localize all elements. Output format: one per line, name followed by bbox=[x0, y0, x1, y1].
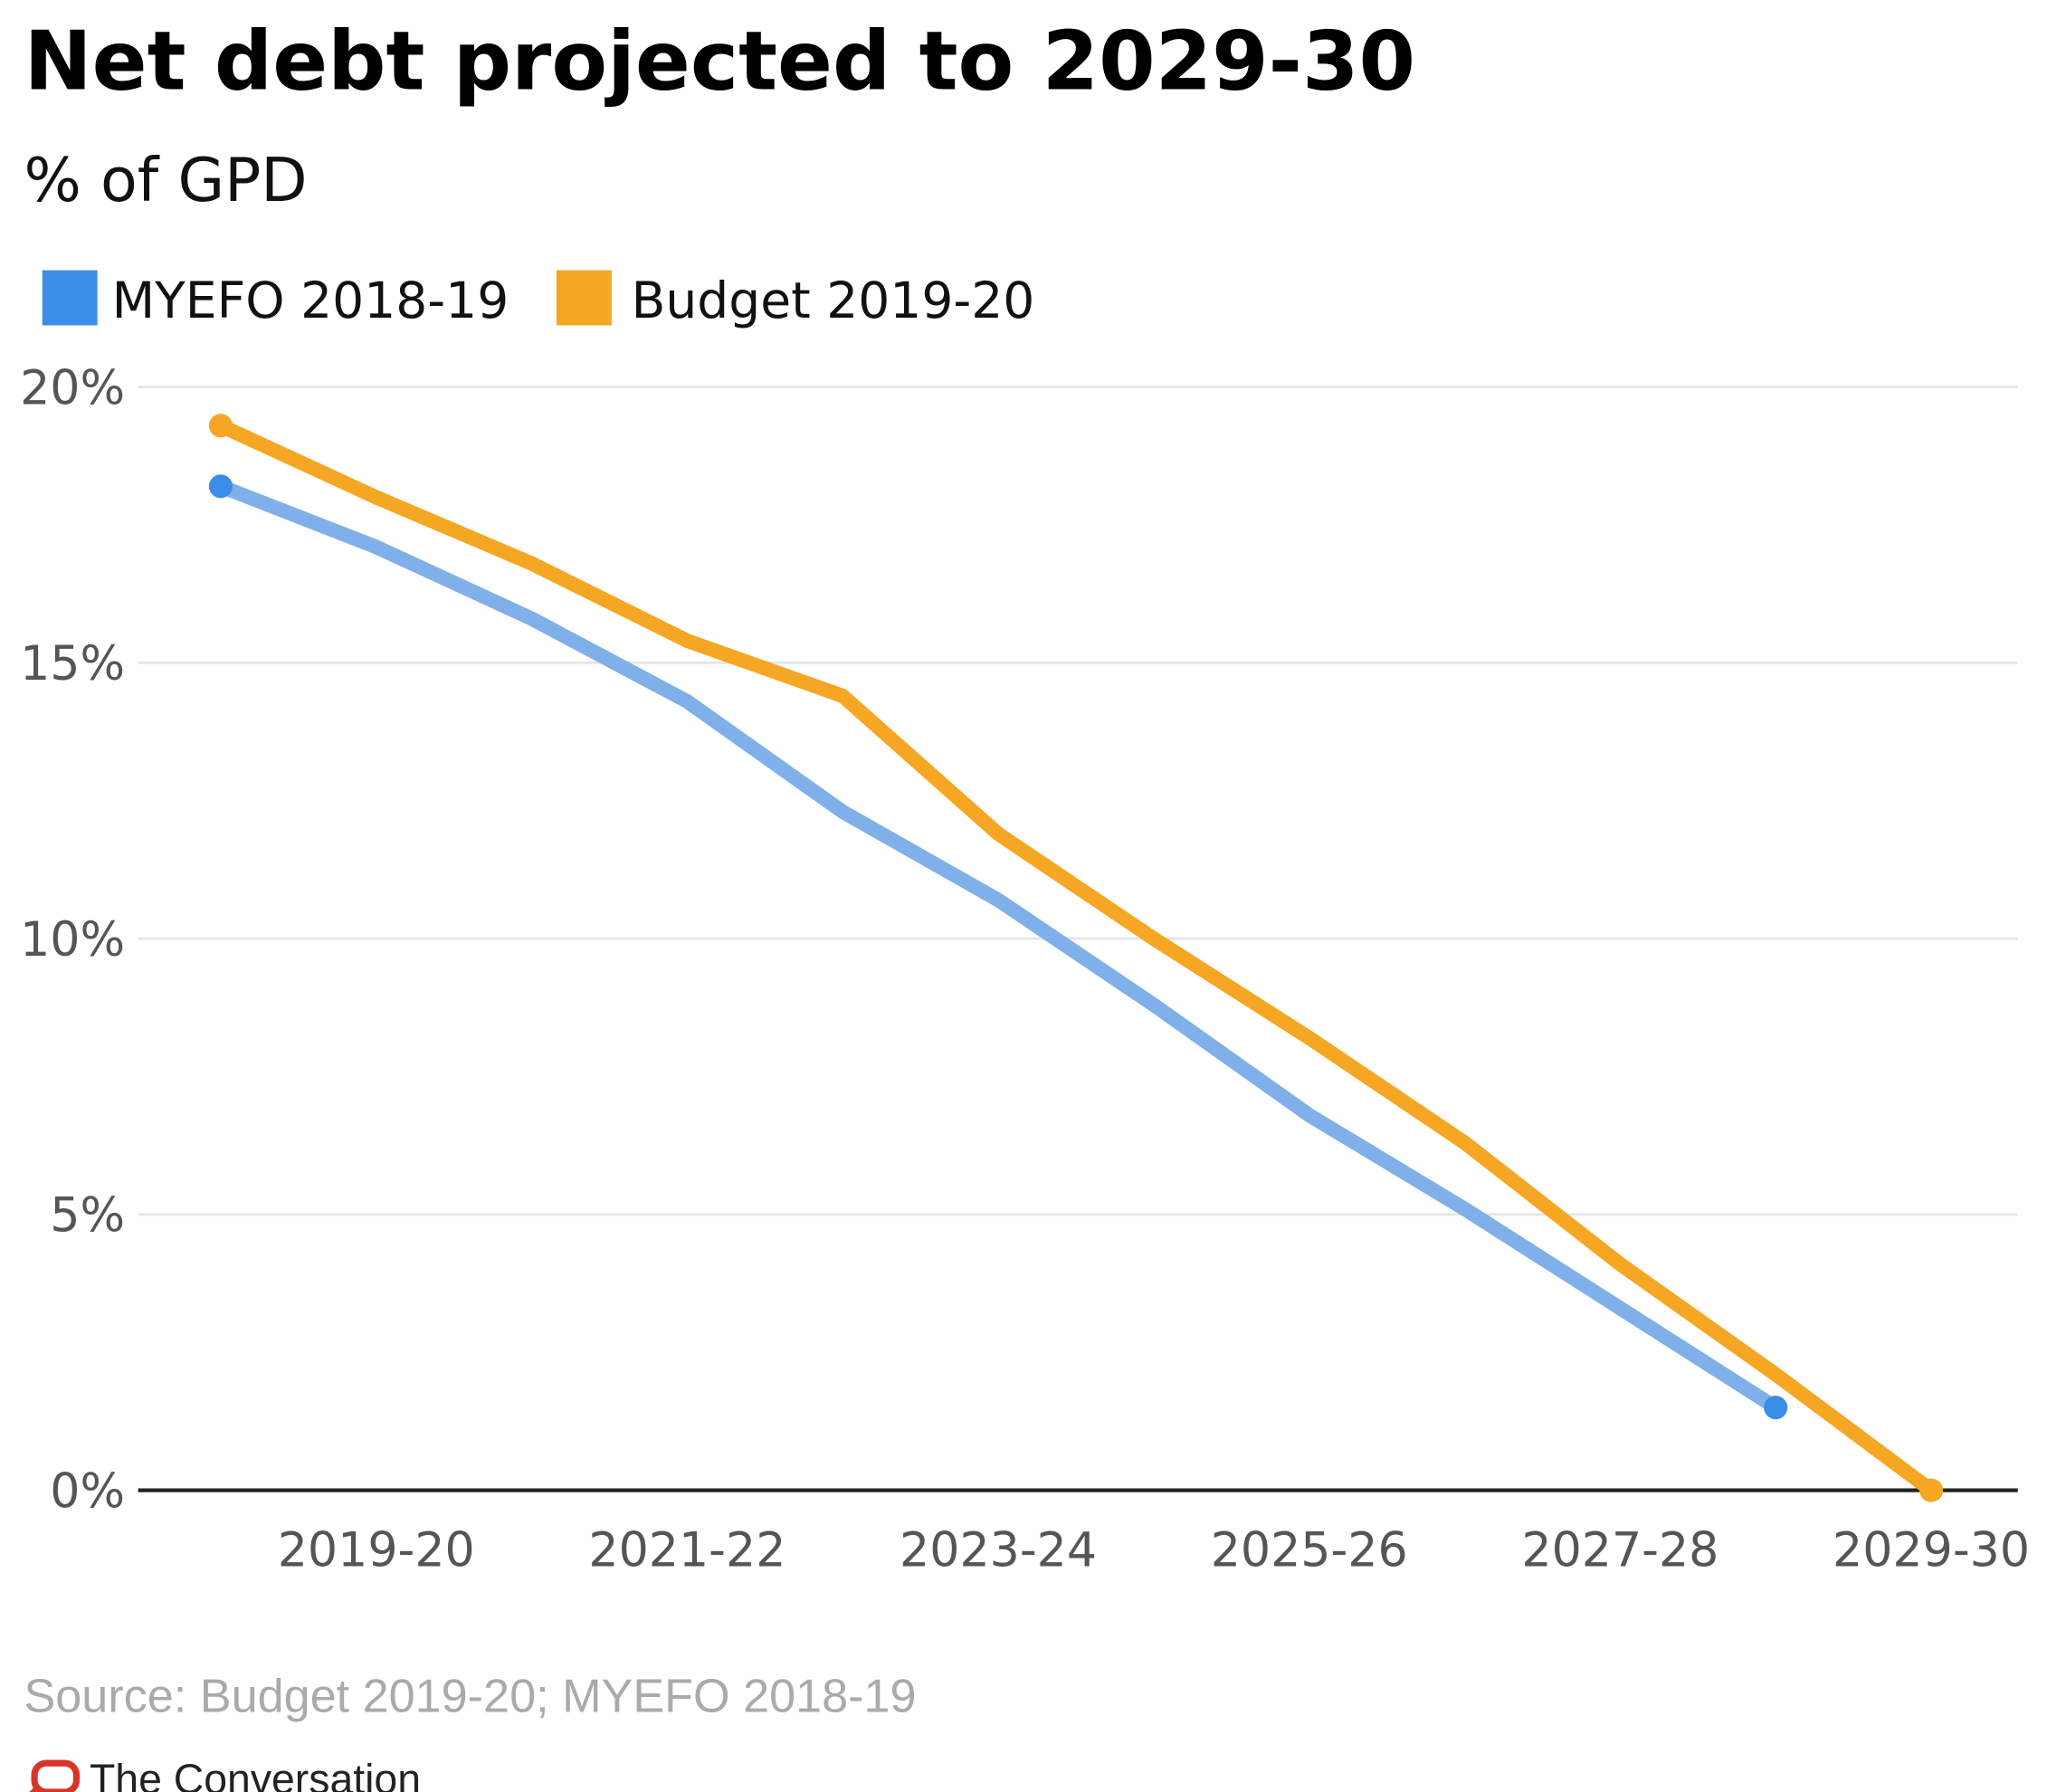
legend: MYEFO 2018-19 Budget 2019-20 bbox=[42, 270, 1035, 329]
y-tick-label: 5% bbox=[50, 1189, 125, 1244]
y-tick-label: 15% bbox=[20, 637, 125, 691]
endpoint-marker bbox=[208, 414, 233, 438]
y-tick-label: 20% bbox=[20, 361, 125, 415]
legend-swatch-myefo bbox=[42, 270, 98, 326]
series-line-budget bbox=[213, 418, 1939, 1498]
endpoint-marker bbox=[208, 474, 233, 499]
x-tick-label: 2027-28 bbox=[1521, 1524, 1719, 1578]
chart-title: Net debt projected to 2029-30 bbox=[24, 15, 1415, 110]
y-tick-label: 10% bbox=[20, 913, 125, 967]
legend-label-myefo: MYEFO 2018-19 bbox=[112, 272, 509, 329]
x-tick-label: 2019-20 bbox=[278, 1524, 475, 1578]
legend-label-budget: Budget 2019-20 bbox=[632, 272, 1035, 329]
x-tick-label: 2029-30 bbox=[1833, 1524, 2030, 1578]
brand-name: The Conversation bbox=[90, 1755, 421, 1792]
endpoint-marker bbox=[1764, 1396, 1788, 1420]
endpoint-marker bbox=[1919, 1478, 1944, 1502]
source-note: Source: Budget 2019-20; MYEFO 2018-19 bbox=[24, 1671, 916, 1723]
x-tick-label: 2025-26 bbox=[1211, 1524, 1408, 1578]
x-tick-label: 2023-24 bbox=[900, 1524, 1097, 1578]
series-line-myefo bbox=[213, 479, 1784, 1415]
chart-subtitle: % of GPD bbox=[24, 145, 307, 215]
conversation-logo-icon bbox=[29, 1759, 81, 1792]
legend-swatch-budget bbox=[556, 270, 612, 326]
y-tick-label: 0% bbox=[50, 1464, 125, 1519]
x-tick-label: 2021-22 bbox=[588, 1524, 785, 1578]
